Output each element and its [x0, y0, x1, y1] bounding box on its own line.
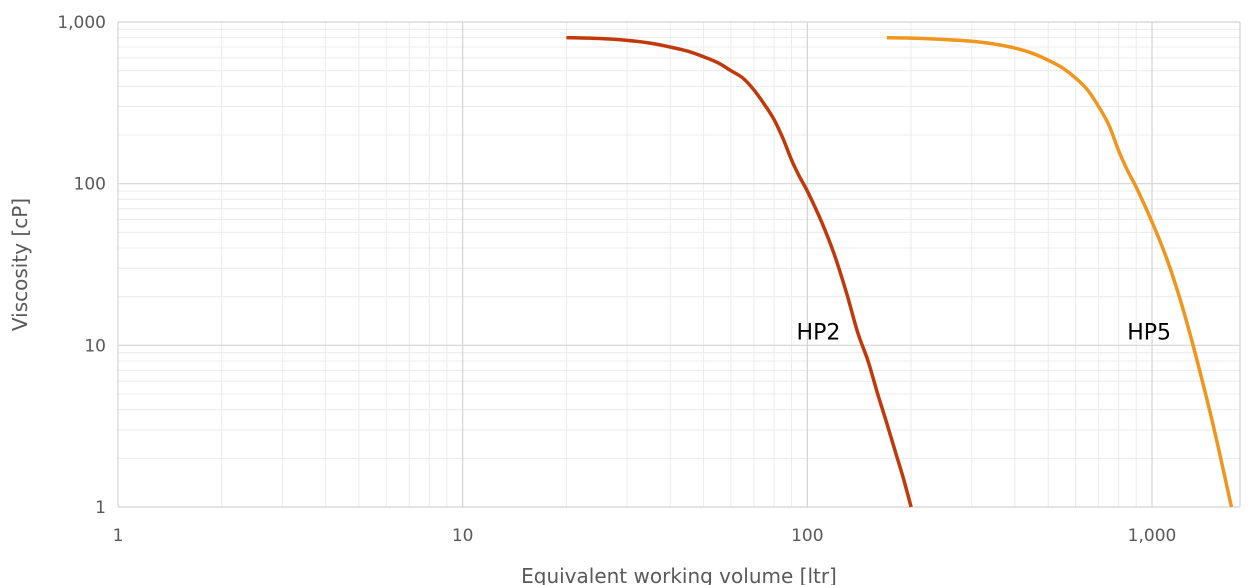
- series-lines: [566, 35, 1234, 508]
- y-tick-label: 1,000: [57, 13, 106, 33]
- series-line-hp2: [566, 35, 913, 508]
- series-labels: HP2 HP5: [797, 320, 1171, 345]
- y-tick-label: 10: [84, 336, 106, 356]
- x-tick-label: 100: [791, 526, 823, 546]
- x-tick-label: 10: [452, 526, 474, 546]
- x-tick-label: 1: [113, 526, 124, 546]
- x-axis-label: Equivalent working volume [ltr]: [521, 564, 837, 585]
- x-tick-label: 1,000: [1128, 526, 1177, 546]
- tick-labels: 1 10 100 1,000 1 10 100 1,000: [57, 13, 1176, 546]
- series-label-hp2: HP2: [797, 320, 841, 345]
- series-line-hp5: [886, 35, 1234, 508]
- y-tick-label: 100: [74, 175, 106, 195]
- series-label-hp5: HP5: [1127, 320, 1171, 345]
- grid: [117, 21, 1241, 508]
- y-tick-label: 1: [95, 498, 106, 518]
- y-axis-label: Viscosity [cP]: [8, 198, 32, 331]
